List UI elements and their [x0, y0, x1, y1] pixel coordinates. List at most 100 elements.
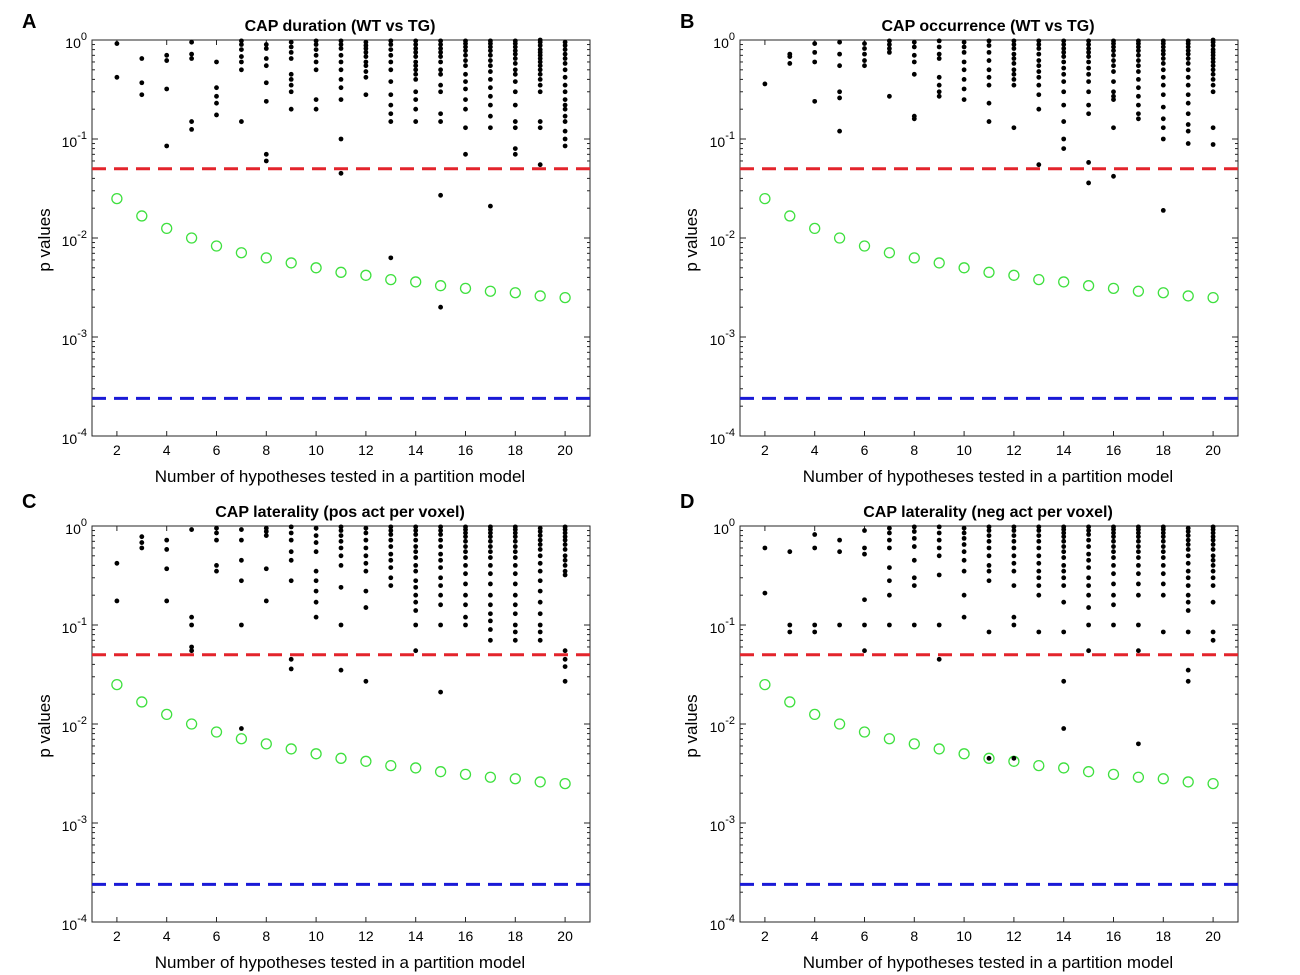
- threshold-marker: [559, 291, 571, 304]
- p-value-point: [488, 44, 493, 50]
- p-value-point: [512, 51, 518, 57]
- p-value-point: [438, 192, 443, 198]
- p-value-point: [961, 97, 967, 103]
- p-value-point: [512, 611, 518, 617]
- threshold-marker: [1107, 768, 1120, 781]
- p-value-point: [1210, 553, 1216, 559]
- p-value-point: [1011, 56, 1017, 61]
- p-value-point: [911, 59, 917, 65]
- p-value-point: [363, 530, 369, 536]
- p-value-point: [1185, 74, 1191, 80]
- p-value-point: [1160, 67, 1166, 73]
- threshold-marker: [983, 266, 995, 278]
- p-value-point: [1136, 44, 1141, 50]
- p-value-point: [1185, 525, 1191, 531]
- p-value-point: [1210, 537, 1216, 543]
- p-value-point: [562, 537, 568, 543]
- p-value-point: [1061, 102, 1067, 108]
- y-axis-label-a: p values: [35, 208, 54, 271]
- threshold-marker: [883, 733, 896, 745]
- p-value-point: [463, 530, 468, 536]
- p-value-point: [936, 537, 942, 543]
- p-value-point: [438, 59, 443, 65]
- p-value-point: [537, 59, 543, 65]
- p-value-point: [438, 583, 443, 589]
- p-value-point: [936, 524, 942, 530]
- p-value-point: [363, 74, 369, 80]
- p-value-point: [1160, 534, 1166, 540]
- p-value-point: [1086, 54, 1091, 59]
- p-value-point: [562, 534, 568, 540]
- p-value-point: [189, 614, 195, 620]
- p-value-point: [1086, 544, 1091, 549]
- p-value-point: [1136, 622, 1141, 628]
- p-value-point: [1111, 48, 1116, 54]
- p-value-point: [413, 54, 419, 59]
- p-value-point: [512, 549, 518, 555]
- chart-title-b: CAP occurrence (WT vs TG): [881, 18, 1094, 35]
- x-axis-label-b: Number of hypotheses tested in a partiti…: [803, 467, 1173, 486]
- p-value-point: [388, 52, 394, 58]
- p-value-point: [363, 59, 369, 65]
- panel-c: C CAP laterality (pos act per voxel) Num…: [22, 491, 591, 972]
- p-value-point: [114, 74, 120, 80]
- p-value-point: [936, 553, 942, 559]
- threshold-marker: [784, 696, 796, 708]
- p-value-point: [1185, 122, 1191, 127]
- p-value-point: [537, 56, 543, 61]
- p-value-point: [1185, 92, 1191, 98]
- p-value-point: [463, 571, 468, 577]
- p-value-point: [512, 538, 518, 544]
- threshold-marker: [136, 210, 148, 222]
- p-value-point: [413, 578, 419, 584]
- x-tick-label: 8: [910, 442, 918, 458]
- p-value-point: [1011, 76, 1017, 82]
- p-value-point: [1061, 59, 1067, 65]
- p-value-point: [1111, 63, 1116, 69]
- p-value-point: [936, 89, 942, 95]
- threshold-marker: [1182, 290, 1194, 302]
- p-value-point: [1136, 555, 1141, 560]
- p-value-point: [388, 557, 394, 563]
- p-value-point: [887, 530, 892, 536]
- x-tick-label: 18: [508, 928, 524, 944]
- p-value-point: [1036, 46, 1042, 51]
- p-value-point: [388, 583, 394, 589]
- y-axis-label-b: p values: [682, 208, 701, 271]
- p-value-point: [537, 162, 543, 168]
- p-value-point: [388, 551, 394, 557]
- x-tick-label: 18: [1156, 442, 1172, 458]
- chart-title-d: CAP laterality (neg act per voxel): [863, 504, 1113, 521]
- p-value-point: [1185, 553, 1191, 559]
- p-value-point: [413, 49, 419, 55]
- p-value-point: [1111, 581, 1116, 587]
- threshold-marker: [459, 768, 472, 781]
- p-value-point: [1136, 549, 1141, 555]
- p-value-point: [288, 71, 294, 77]
- p-value-point: [388, 92, 394, 98]
- p-value-point: [1160, 544, 1166, 549]
- p-value-point: [837, 95, 842, 101]
- p-value-point: [1111, 622, 1116, 628]
- x-tick-label: 14: [408, 928, 424, 944]
- x-axis-label-a: Number of hypotheses tested in a partiti…: [155, 467, 525, 486]
- p-value-point: [1086, 111, 1091, 117]
- p-value-point: [488, 581, 493, 587]
- y-tick-label: 10-2: [710, 229, 735, 249]
- p-value-point: [562, 106, 568, 112]
- p-value-point: [438, 42, 443, 47]
- p-value-point: [413, 59, 419, 65]
- threshold-marker: [908, 252, 920, 264]
- p-value-point: [512, 119, 518, 124]
- p-value-point: [936, 93, 942, 99]
- threshold-marker: [1082, 280, 1095, 292]
- p-value-point: [911, 52, 917, 58]
- p-value-point: [1061, 534, 1067, 540]
- p-value-point: [338, 170, 344, 176]
- p-value-point: [1036, 74, 1042, 80]
- p-value-point: [363, 69, 369, 74]
- p-value-point: [1160, 581, 1166, 587]
- threshold-marker: [235, 247, 248, 259]
- p-value-point: [1036, 162, 1042, 168]
- p-value-point: [438, 304, 443, 310]
